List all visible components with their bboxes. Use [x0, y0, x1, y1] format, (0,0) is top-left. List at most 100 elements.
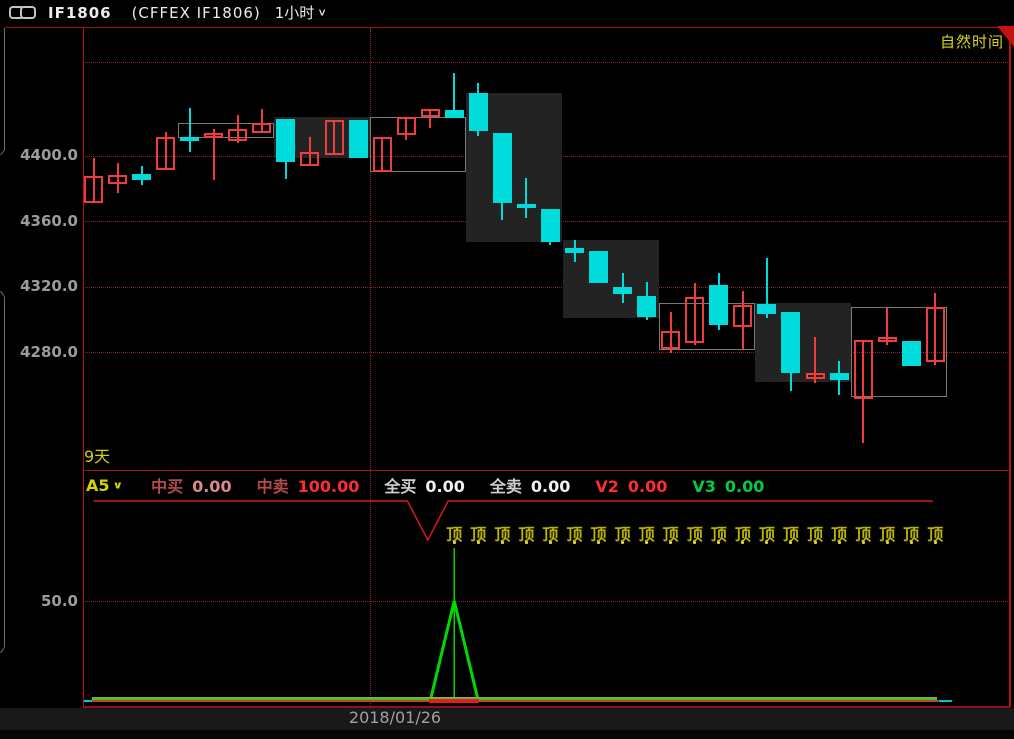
indicator-field: 全买 0.00 [384, 477, 465, 496]
natural-time-label[interactable]: 自然时间 [939, 33, 1004, 51]
indicator-period-label: 9天 [84, 447, 111, 466]
candle-body [613, 286, 633, 294]
top-signal-marker: 顶 [758, 525, 775, 544]
top-signal-dot [765, 541, 769, 544]
exchange-label: (CFFEX IF1806) [131, 3, 261, 22]
chevron-down-icon: ∨ [112, 479, 124, 491]
indicator-field-label: V2 [595, 477, 619, 496]
pattern-box-outline [658, 303, 755, 351]
chart-left-border [83, 28, 84, 707]
indicator-field-value: 0.00 [627, 477, 668, 496]
top-signal-marker: 顶 [662, 525, 679, 544]
candle-body [468, 92, 488, 131]
link-icon[interactable] [9, 6, 36, 19]
corner-fold-triangle [997, 26, 1014, 47]
candle-wick [308, 136, 311, 166]
link-icon-right [20, 6, 36, 19]
top-signal-marker: 顶 [710, 525, 727, 544]
candle-wick [212, 128, 215, 181]
candle-body [228, 128, 248, 141]
top-signal-dot [813, 541, 817, 544]
candle-body [661, 330, 681, 350]
chart-right-border [1009, 28, 1011, 707]
chart-top-border [5, 27, 1011, 28]
indicator-field-value: 100.00 [297, 477, 360, 496]
sub-axis-tick-label: 50.0 [40, 592, 78, 610]
candle-body [637, 295, 657, 318]
indicator-field: 全卖 0.00 [490, 477, 571, 496]
candle-body [84, 175, 103, 203]
session-break-line [370, 28, 372, 706]
candle-body [925, 306, 945, 362]
top-signal-marker: 顶 [590, 525, 607, 544]
top-signal-marker: 顶 [638, 525, 655, 544]
candle-body [276, 118, 296, 163]
candle-body [492, 132, 512, 203]
top-signal-dot [548, 541, 552, 544]
indicator-dropdown[interactable]: A5 ∨ [86, 476, 123, 495]
pattern-box-outline [177, 122, 274, 138]
candle-body [132, 174, 152, 181]
interval-dropdown[interactable]: 1小时 ∨ [275, 2, 327, 23]
symbol-label: IF1806 [48, 3, 112, 22]
candle-body [324, 119, 344, 155]
top-signal-marker: 顶 [782, 525, 799, 544]
candle-wick [92, 157, 95, 203]
top-signal-dot [741, 541, 745, 544]
indicator-field-label: 全买 [384, 477, 417, 496]
candle-body [781, 311, 801, 373]
indicator-field-value: 0.00 [192, 477, 232, 496]
interval-label: 1小时 [274, 4, 315, 22]
candle-body [300, 152, 320, 166]
top-signal-dot [645, 541, 649, 544]
indicator-field-value: 0.00 [530, 477, 571, 496]
indicator-field: V2 0.00 [595, 477, 667, 496]
y-axis-tick-label: 4360.0 [20, 211, 78, 230]
candle-wick [525, 177, 528, 219]
candle-body [516, 203, 536, 208]
top-signal-dot [789, 541, 793, 544]
baseline-green [91, 698, 938, 700]
x-axis-date-label: 2018/01/26 [348, 708, 442, 727]
top-signal-marker: 顶 [831, 525, 848, 544]
candle-body [805, 373, 825, 380]
candle-wick [260, 108, 263, 134]
price-gridline [83, 352, 1010, 353]
candle-body [709, 285, 729, 325]
candle-wick [765, 258, 768, 318]
candle-body [252, 123, 272, 134]
top-signal-marker: 顶 [806, 525, 823, 544]
candle-body [853, 339, 873, 400]
pattern-box-filled [754, 303, 852, 382]
indicator-fields: 中买 0.00 中卖 100.00 全买 0.00 全卖 0.00 V2 0.00 V3 0.00 [151, 473, 789, 497]
candle-wick [405, 117, 408, 140]
price-gridline [83, 62, 1010, 64]
candle-wick [333, 119, 335, 155]
pattern-box-outline [851, 306, 948, 398]
pattern-box-outline [370, 116, 467, 172]
top-signal-dot [500, 541, 504, 544]
top-signal-marker: 顶 [518, 525, 535, 544]
indicator-value-row: A5 ∨ 中买 0.00 中卖 100.00 全买 0.00 全卖 0.00 V2 0.00 V3 0… [86, 473, 789, 497]
title-bar: IF1806 (CFFEX IF1806) 1小时 ∨ [0, 0, 1014, 25]
top-signal-dot [909, 541, 913, 544]
top-signal-dot [693, 541, 697, 544]
footer-strip [0, 708, 1014, 730]
top-signal-dot [573, 541, 576, 544]
candle-body [733, 305, 753, 327]
indicator-field: V3 0.00 [692, 477, 764, 496]
top-signal-dot [621, 541, 625, 544]
signal-triangle [428, 600, 480, 702]
baseline-cyan-dash-right [939, 700, 953, 702]
indicator-field-label: 中卖 [256, 477, 289, 496]
top-signal-marker: 顶 [542, 525, 559, 544]
candle-body [420, 108, 440, 117]
top-signal-marker: 顶 [927, 525, 944, 544]
top-signal-marker: 顶 [566, 525, 583, 544]
candle-body [540, 209, 560, 242]
top-signal-dot [452, 541, 456, 544]
indicator-field-label: V3 [692, 477, 716, 496]
candle-body [396, 117, 416, 136]
candle-body [685, 296, 705, 344]
